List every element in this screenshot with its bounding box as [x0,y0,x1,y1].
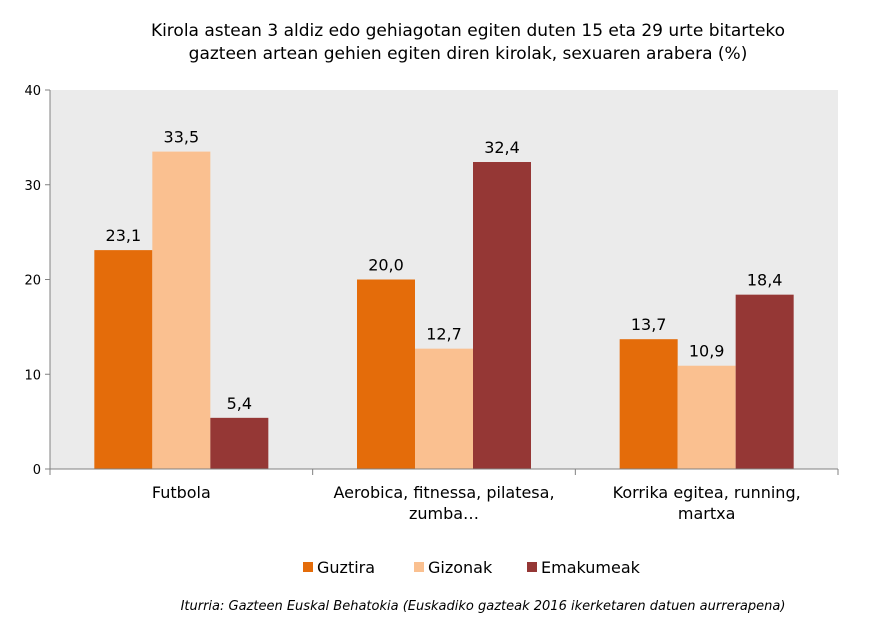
bar-guztira-2 [619,339,678,469]
chart-title-line: gazteen artean gehien egiten diren kirol… [189,44,748,64]
y-axis-ticks: 0 10 20 30 40 [24,84,50,478]
category-label: martxa [678,504,736,523]
bar-gizonak-1 [415,348,473,469]
category-label: Korrika egitea, running, [613,483,801,502]
y-tick-label: 20 [24,274,41,289]
source-note: Iturria: Gazteen Euskal Behatokia (Euska… [181,599,786,614]
legend-swatch [303,562,313,572]
data-label: 32,4 [484,138,520,157]
category-label: Futbola [152,483,211,502]
chart-title: Kirola astean 3 aldiz edo gehiagotan egi… [151,21,785,64]
data-label: 20,0 [368,256,404,275]
bar-gizonak-2 [677,365,736,469]
data-label: 33,5 [164,128,200,147]
bars-group: 23,1 20,0 13,7 33,5 12,7 10,9 5,4 32,4 18,4 [94,128,794,469]
y-tick-label: 30 [24,179,41,194]
data-label: 10,9 [689,342,725,361]
data-label: 23,1 [106,226,142,245]
x-axis-categories: Futbola Aerobica, fitnessa, pilatesa, zumb… [152,483,801,523]
category-label: zumba… [409,504,479,523]
legend-label: Emakumeak [541,558,641,577]
bar-gizonak-0 [152,151,211,469]
data-label: 18,4 [747,271,783,290]
chart-title-line: Kirola astean 3 aldiz edo gehiagotan egi… [151,21,785,41]
data-label: 5,4 [227,394,252,413]
bar-guztira-1 [357,279,415,469]
data-label: 13,7 [631,315,667,334]
bar-emakumeak-0 [210,417,269,469]
y-tick-label: 40 [24,84,41,99]
category-label: Aerobica, fitnessa, pilatesa, [333,483,554,502]
y-tick-label: 10 [24,368,41,383]
bar-emakumeak-2 [735,294,794,469]
legend-label: Guztira [317,558,375,577]
bar-emakumeak-1 [473,162,531,469]
legend-swatch [527,562,537,572]
data-label: 12,7 [426,325,462,344]
legend-label: Gizonak [428,558,493,577]
legend: Guztira Gizonak Emakumeak [303,558,641,577]
bar-guztira-0 [94,250,153,469]
legend-swatch [414,562,424,572]
y-tick-label: 0 [33,463,41,478]
